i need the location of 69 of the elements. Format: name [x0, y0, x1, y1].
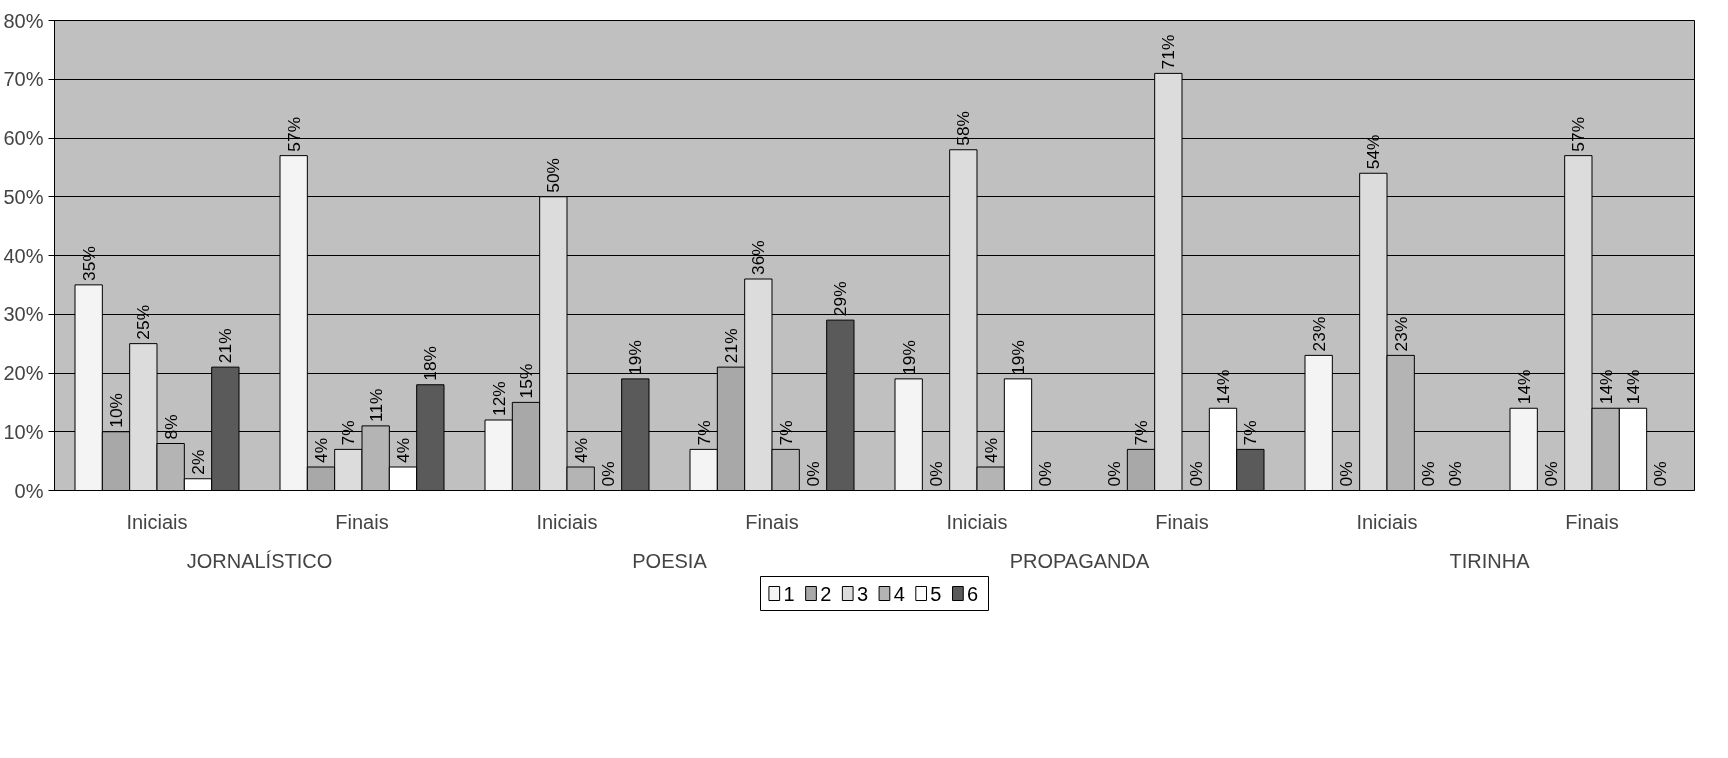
data-label: 0%	[1650, 461, 1671, 487]
data-label: 19%	[1008, 340, 1028, 375]
data-label: 0%	[1445, 461, 1466, 487]
text: POESIA	[632, 549, 708, 572]
data-label: 71%	[1158, 34, 1179, 70]
y-tick-label: 0%	[14, 479, 44, 502]
data-label: 50%	[543, 158, 564, 193]
data-label: 19%	[898, 340, 919, 375]
data-label: 0%	[598, 461, 618, 487]
data-label: 0%	[1103, 461, 1124, 487]
y-tick-label: 80%	[3, 9, 44, 32]
x-tick-label: Iniciais	[1356, 510, 1418, 533]
data-label: 21%	[721, 328, 741, 364]
x-tick-label: Finais	[335, 510, 389, 533]
data-label: 10%	[106, 393, 126, 428]
data-label: 2%	[188, 449, 208, 475]
data-label: 4%	[311, 437, 331, 463]
data-label: 4%	[393, 437, 413, 463]
data-label: 35%	[78, 246, 99, 281]
data-label: 4%	[570, 437, 591, 463]
data-label: 19%	[625, 340, 646, 375]
data-label: 36%	[748, 240, 769, 275]
data-label: 15%	[516, 363, 536, 399]
y-tick-label: 70%	[3, 68, 44, 91]
legend-label: 5	[930, 582, 942, 605]
data-label: 4%	[980, 437, 1001, 463]
data-label: 0%	[1336, 461, 1356, 487]
legend-label: 3	[856, 582, 869, 605]
data-label: 23%	[1390, 316, 1411, 352]
y-tick-label: 30%	[3, 303, 44, 326]
legend-label: 2	[820, 582, 832, 605]
legend-label: 4	[893, 582, 905, 605]
data-label: 12%	[488, 381, 509, 416]
y-tick-label: 40%	[3, 244, 44, 267]
legend-label: 6	[967, 582, 979, 605]
x-tick-label: Iniciais	[946, 510, 1008, 533]
data-label: 29%	[830, 281, 851, 317]
data-label: 0%	[1035, 461, 1056, 487]
text: TIRINHA	[1449, 549, 1531, 572]
data-label: 18%	[420, 346, 441, 381]
y-tick-label: 50%	[3, 185, 44, 208]
text: PROPAGANDA	[1009, 549, 1150, 572]
legend-label: 1	[783, 582, 795, 605]
data-label: 14%	[1623, 369, 1643, 405]
data-label: 14%	[1213, 369, 1233, 405]
x-tick-label: Finais	[1565, 510, 1619, 533]
data-label: 14%	[1513, 369, 1534, 405]
data-label: 23%	[1308, 316, 1329, 352]
data-label: 14%	[1595, 369, 1616, 405]
data-label: 0%	[1418, 461, 1438, 487]
data-label: 0%	[1541, 461, 1561, 487]
data-label: 0%	[1185, 461, 1206, 487]
data-label: 54%	[1363, 134, 1384, 170]
y-tick-label: 10%	[3, 420, 44, 443]
data-label: 57%	[1568, 116, 1589, 152]
x-tick-label: Finais	[1155, 510, 1209, 533]
x-tick-label: Iniciais	[126, 510, 188, 533]
data-label: 0%	[803, 461, 823, 487]
data-label: 0%	[926, 461, 946, 487]
x-tick-label: Iniciais	[536, 510, 598, 533]
y-tick-label: 20%	[3, 362, 44, 384]
data-label: 25%	[133, 304, 154, 340]
text: JORNALÍSTICO	[186, 549, 333, 572]
y-tick-label: 60%	[3, 127, 44, 149]
data-label: 58%	[953, 111, 974, 146]
data-label: 11%	[365, 388, 386, 422]
data-label: 21%	[215, 328, 236, 364]
x-tick-label: Finais	[745, 510, 799, 533]
data-label: 57%	[283, 116, 304, 152]
